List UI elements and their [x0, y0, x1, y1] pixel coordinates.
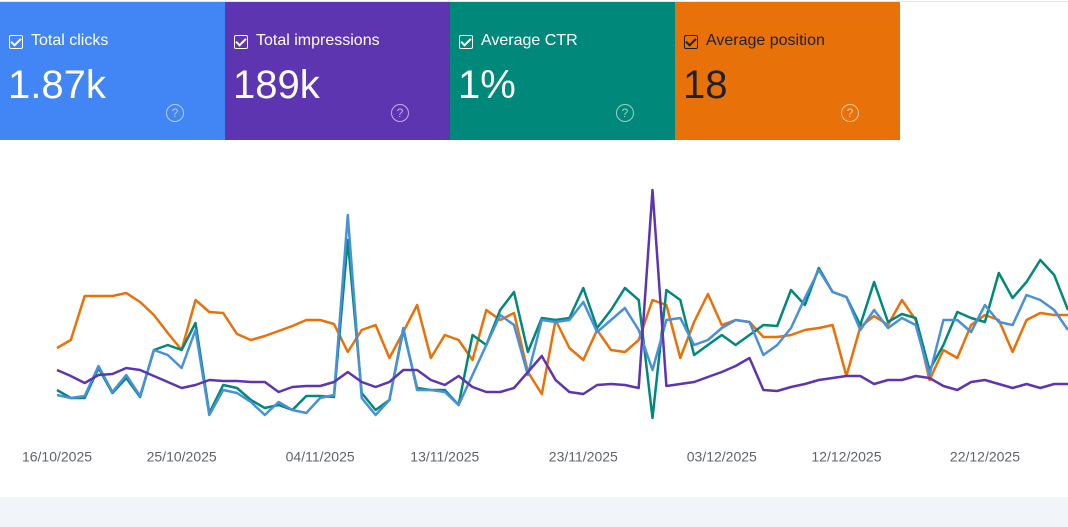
x-tick-label: 12/12/2025: [811, 449, 881, 465]
metric-value: 189k: [233, 63, 320, 107]
help-icon[interactable]: ?: [841, 104, 859, 122]
x-tick-label: 23/11/2025: [549, 449, 618, 465]
x-tick-label: 25/10/2025: [147, 449, 217, 465]
divider: [0, 1, 1068, 2]
footer-band: [0, 497, 1068, 527]
checkbox[interactable]: [459, 35, 473, 49]
metric-value: 1%: [458, 63, 516, 107]
metric-label: Average position: [706, 32, 825, 49]
x-tick-label: 22/12/2025: [950, 449, 1020, 465]
checkbox[interactable]: [684, 35, 698, 49]
help-icon[interactable]: ?: [391, 104, 409, 122]
metric-label: Total clicks: [31, 32, 109, 49]
checkbox[interactable]: [234, 35, 248, 49]
checkbox[interactable]: [9, 35, 23, 49]
metric-card[interactable]: Total impressions 189k?: [225, 2, 450, 140]
metric-label: Total impressions: [256, 32, 380, 49]
metric-cards: Total clicks 1.87k? Total impressions 189k?…: [0, 2, 900, 140]
series-line: [56, 213, 1068, 417]
series-line: [56, 188, 1068, 396]
metric-card[interactable]: Average position 18?: [675, 2, 900, 140]
x-tick-label: 16/10/2025: [22, 449, 92, 465]
help-icon[interactable]: ?: [166, 104, 184, 122]
x-tick-label: 04/11/2025: [286, 449, 355, 465]
series-line: [56, 238, 1068, 420]
help-icon[interactable]: ?: [616, 104, 634, 122]
metric-label: Average CTR: [481, 32, 578, 49]
metric-card[interactable]: Total clicks 1.87k?: [0, 2, 225, 140]
metric-value: 18: [683, 63, 728, 107]
series-line: [56, 291, 1068, 396]
x-tick-label: 13/11/2025: [410, 449, 479, 465]
chart: 16/10/2025 25/10/2025 04/11/2025 13/11/2025…: [22, 188, 1068, 465]
metric-card[interactable]: Average CTR 1%?: [450, 2, 675, 140]
x-tick-label: 03/12/2025: [687, 449, 757, 465]
metric-value: 1.87k: [8, 63, 106, 107]
